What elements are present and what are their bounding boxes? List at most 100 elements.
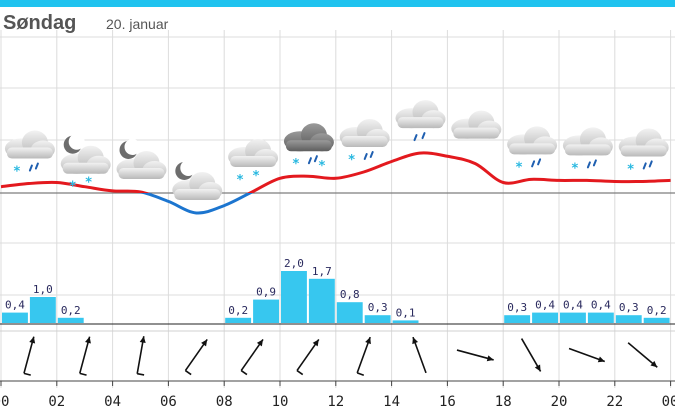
cloud-base [174,188,221,200]
axis-tick-label: 20 [551,394,568,410]
precip-label: 0,2 [61,304,81,317]
wind-arrow-shaft [456,349,494,361]
precip-bar [504,315,531,323]
wind-arrow-head [85,336,91,344]
axis-tick-label: 14 [383,394,400,410]
axis-tick-label: 18 [495,394,512,410]
precip-label: 0,4 [591,299,611,312]
precip-bar [532,312,558,323]
moon-cut [180,159,197,176]
moon-cloud-icon [172,159,223,200]
rain-drop [369,151,374,158]
wind-arrow-shaft [136,336,145,374]
snow-glyph: * [571,161,579,176]
wind-arrow [23,336,36,376]
cloud-snow-rain-icon: * [339,119,390,168]
accent-top-bar [0,0,675,7]
cloud-base [62,162,109,174]
wind-arrow-shaft [627,342,658,368]
precip-label: 0,1 [396,306,416,319]
snow-glyph: * [515,160,523,175]
wind-arrow-feather [356,372,365,377]
moon-cut [124,138,141,155]
wind-arrow [136,336,146,376]
precip-label: 1,0 [33,283,53,296]
cloud-base [230,155,277,167]
precip-label: 0,3 [507,301,527,314]
precip-bar [308,278,335,323]
axis-tick-label: 16 [439,394,456,410]
snow-glyph: * [348,153,356,168]
wind-arrow [568,347,606,363]
cloud-base [509,143,556,155]
rain-drop [363,153,368,160]
precipitation-bars: 0,4 1,0 0,2 0,2 0,9 2,0 1,7 0,8 0,3 0,1 0,3 0,4 0,4 0… [2,257,670,323]
wind-arrow [456,349,494,362]
wind-arrow-feather [184,369,192,376]
precip-label: 0,3 [619,301,639,314]
axis-tick-label: 22 [606,394,623,410]
precip-label: 0,2 [228,304,248,317]
precip-label: 0,4 [535,299,555,312]
precip-label: 0,4 [5,299,25,312]
rain-drop [531,160,536,168]
wind-arrow [240,338,264,376]
wind-arrow-head [597,356,605,363]
wind-arrow-shaft [184,338,208,372]
rain-drop [28,164,33,172]
wind-arrow-shaft [296,338,320,372]
precip-bar [253,299,279,323]
cloud-snow-rain-icon: * [4,130,55,180]
cloud-base [620,145,667,157]
wind-arrow [79,336,91,376]
wind-arrow-feather [296,369,304,376]
precip-label: 0,2 [647,304,667,317]
cloud-base [453,127,500,139]
wind-arrow-head [312,339,319,347]
snow-glyph: * [627,162,635,177]
precip-bar [587,312,614,323]
cloud-snow-icon: * * [228,138,279,188]
wind-arrow [520,338,542,372]
moon-cut [68,133,85,150]
precip-label: 0,4 [563,299,583,312]
axis-tick-label: 06 [160,394,177,410]
wind-arrow-head [412,337,419,345]
axis-tick-label: 10 [272,394,289,410]
wind-arrow-shaft [356,336,371,374]
day-title: Søndag [3,12,77,34]
wind-arrow-shaft [79,336,91,374]
precip-label: 0,8 [340,288,360,301]
wind-arrow-head [256,339,263,347]
cloud-base [397,117,444,129]
cloud-snow-rain-icon: * [562,127,613,176]
precip-bar [29,297,56,323]
snow-glyph: * [85,176,93,191]
cloud-snow-rain-icon: * [507,126,558,175]
snow-glyph: * [318,159,326,174]
wind-arrow-head [139,336,146,344]
snow-glyph: * [292,157,300,172]
precip-bar [364,315,391,323]
moon-cloud-icon [116,138,167,179]
cloud-rain-icon [395,100,446,142]
rain-drop [313,155,318,163]
precip-label: 2,0 [284,257,304,270]
rain-drop [307,157,312,165]
precip-label: 0,3 [368,301,388,314]
wind-arrow-feather [240,369,248,376]
axis-tick-label: 08 [216,394,233,410]
rain-drop [586,161,591,169]
axis-tick-label: 12 [327,394,344,410]
snow-glyph: * [236,173,244,188]
axis-tick-label: 02 [48,394,65,410]
wind-arrow-shaft [240,338,264,372]
snow-glyph: * [252,169,260,184]
wind-arrow-shaft [568,347,606,363]
wind-arrow-head [365,337,371,345]
axis-tick-label: 00 [662,394,675,410]
precip-bar [560,312,586,323]
wind-arrow-feather [137,372,145,376]
